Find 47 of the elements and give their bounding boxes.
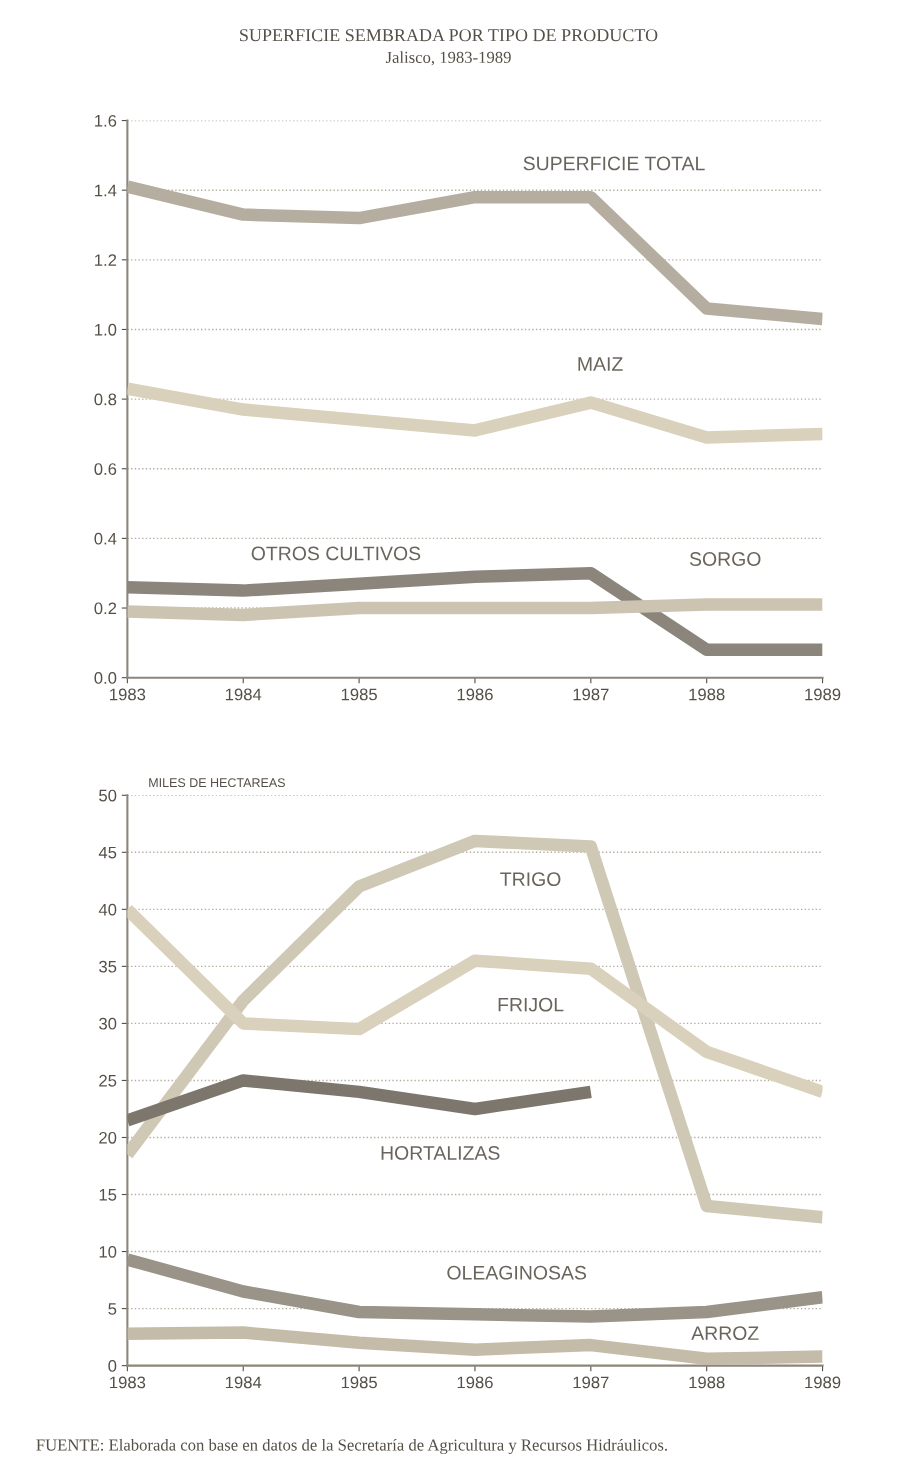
series-label: OTROS CULTIVOS — [251, 546, 421, 561]
x-tick-label: 1986 — [457, 1376, 493, 1389]
x-tick-label: 1988 — [689, 688, 725, 701]
y-tick-label: 20 — [99, 1131, 117, 1144]
text: HORTALIZAS — [381, 1146, 500, 1160]
y-tick-label: 15 — [99, 1189, 117, 1201]
y-tick-label: 1.6 — [95, 114, 117, 127]
series-label: FRIJOL — [498, 997, 564, 1012]
series-label: MAIZ — [578, 357, 623, 371]
x-tick-label: 1989 — [805, 688, 841, 701]
series-label: TRIGO — [500, 872, 561, 887]
y-tick-label: 25 — [99, 1074, 117, 1087]
y-tick-label: 10 — [99, 1245, 117, 1258]
x-tick-label: 1988 — [689, 1376, 725, 1389]
x-tick-label: 1983 — [110, 688, 146, 701]
chart-title: SUPERFICIE SEMBRADA POR TIPO DE PRODUCTO — [240, 29, 658, 42]
y-tick-label: 35 — [99, 960, 117, 973]
y-tick-label: 0.4 — [94, 532, 117, 545]
x-tick-label: 1989 — [805, 1376, 841, 1389]
x-tick-label: 1987 — [573, 1376, 609, 1389]
y-tick-label: 1.2 — [95, 254, 117, 266]
y-tick-label: 5 — [108, 1303, 117, 1315]
x-tick-label: 1983 — [110, 1376, 146, 1389]
x-tick-label: 1987 — [573, 688, 609, 701]
chart-subtitle: Jalisco, 1983-1989 — [385, 51, 511, 66]
x-tick-label: 1985 — [341, 1376, 377, 1389]
series-label: SUPERFICIE TOTAL — [523, 156, 705, 171]
y-tick-label: 0.2 — [94, 602, 117, 615]
x-tick-label: 1985 — [341, 688, 377, 701]
y-tick-label: 30 — [99, 1017, 117, 1030]
y-tick-label: 40 — [98, 903, 117, 916]
y-tick-label: 0 — [108, 1360, 117, 1372]
y-tick-label: 1.4 — [95, 184, 117, 197]
y-tick-label: 0.0 — [94, 672, 117, 684]
series-label: SORGO — [689, 552, 761, 566]
y-tick-label: 50 — [99, 789, 117, 802]
y-tick-label: 1.0 — [95, 323, 117, 336]
series-label: OLEAGINOSAS — [447, 1265, 587, 1280]
series-label: ARROZ — [691, 1326, 759, 1341]
y-tick-label: 45 — [98, 846, 117, 859]
x-tick-label: 1984 — [225, 1376, 262, 1389]
source-note: FUENTE: Elaborada con base en datos de la Secretaría de Agricultura y Recursos Hidráulicos. — [36, 1438, 667, 1455]
y-tick-label: 0.8 — [94, 393, 117, 406]
y-tick-label: 0.6 — [94, 463, 117, 475]
x-tick-label: 1984 — [225, 688, 262, 701]
y-axis-title: MILES DE HECTAREAS — [149, 778, 285, 788]
x-tick-label: 1986 — [457, 688, 493, 701]
